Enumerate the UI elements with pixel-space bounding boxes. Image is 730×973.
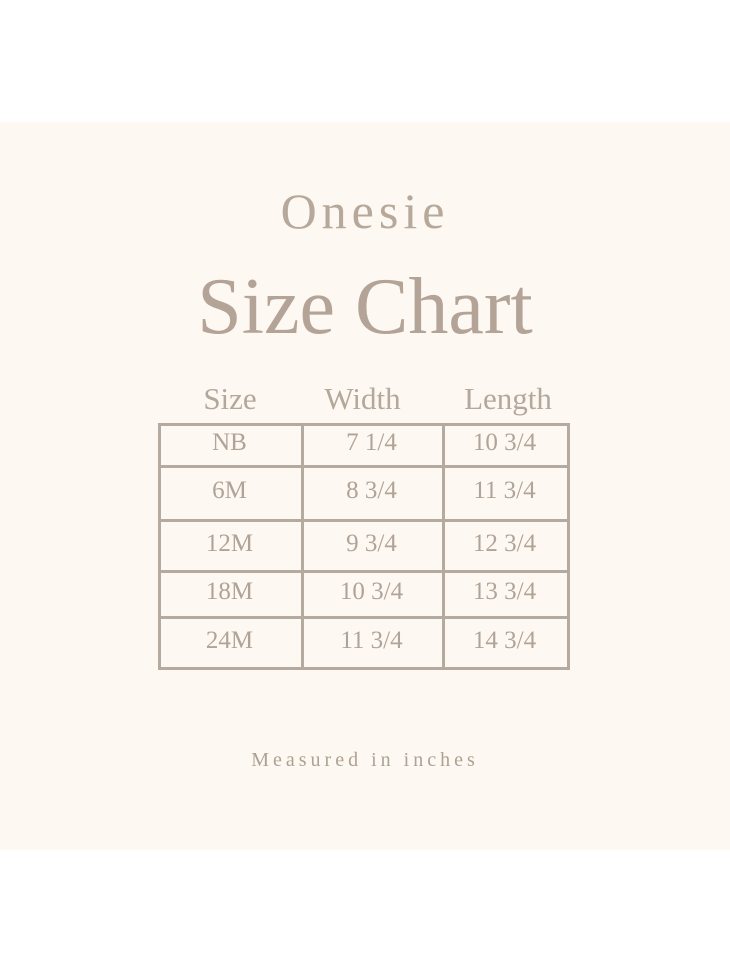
table-cell: 6M (212, 477, 247, 504)
table-cell: 9 3/4 (346, 529, 397, 557)
table-cell: 11 3/4 (473, 477, 536, 504)
measurement-note: Measured in inches (251, 749, 479, 771)
table-cell: 10 3/4 (472, 429, 537, 456)
table-cell: NB (212, 429, 247, 456)
table-cell: 8 3/4 (346, 477, 397, 504)
chart-panel (0, 122, 730, 850)
table-cell: 12M (205, 529, 254, 557)
table-cell: 7 1/4 (346, 429, 397, 456)
header-width: Width (324, 381, 401, 416)
table-cell: 13 3/4 (472, 578, 537, 605)
table-cell: 24M (205, 626, 254, 654)
header-length: Length (464, 381, 552, 416)
page-title: Size Chart (197, 263, 533, 351)
table-cell: 14 3/4 (472, 626, 537, 654)
header-size: Size (203, 381, 257, 416)
table-cell: 12 3/4 (472, 529, 537, 557)
table-cell: 18M (205, 578, 254, 605)
size-table: NB 7 1/4 10 3/4 6M 8 3/4 11 3/4 12M 9 3/4 12 3/4… (158, 423, 570, 670)
table-cell: 10 3/4 (339, 578, 404, 605)
product-title: Onesie (280, 183, 450, 239)
table-cell: 11 3/4 (340, 626, 403, 654)
